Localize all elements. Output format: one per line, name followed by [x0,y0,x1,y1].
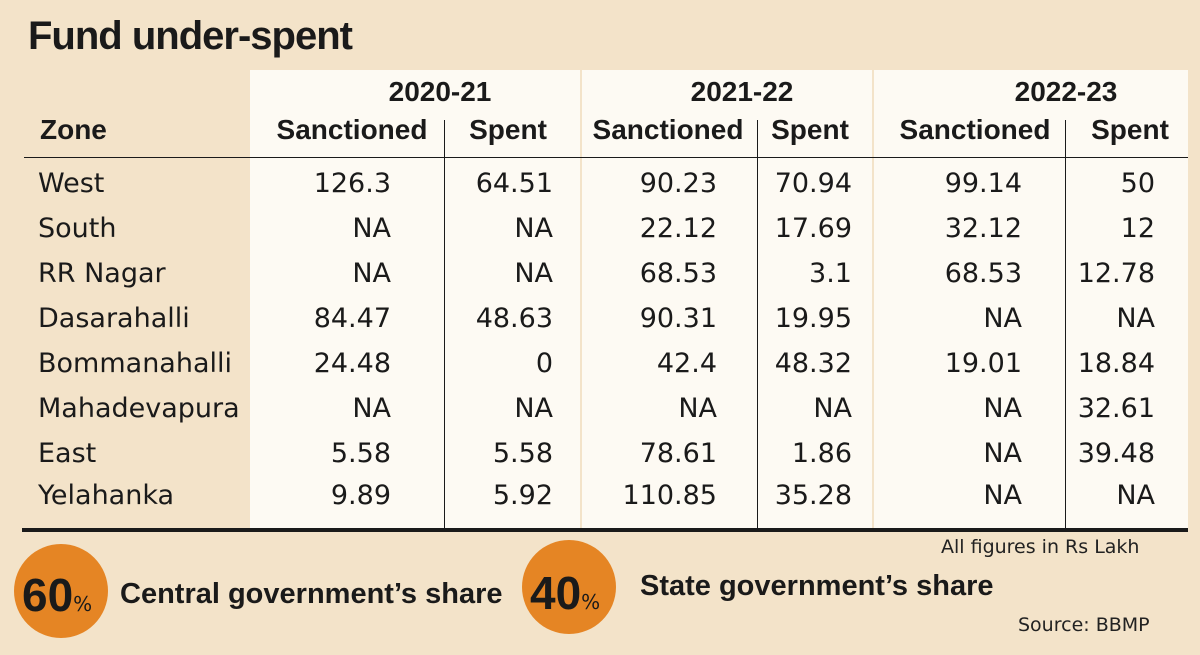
year-header: 2022-23 [1014,76,1118,107]
column-divider [444,120,445,530]
table-cell: 5.58 [330,438,391,469]
table-cell: 32.12 [944,213,1022,244]
year-header: 2020-21 [388,76,492,107]
share-circle [14,544,108,638]
share-number: 60 [22,569,74,621]
zone-label: East [38,438,97,469]
table-cell: NA [983,393,1022,424]
table-cell: NA [1116,303,1155,334]
table-cell: NA [352,258,391,289]
table-cell: 0 [535,348,553,379]
panel-2021-22 [582,70,872,530]
table-cell: 48.32 [774,348,852,379]
table-cell: 19.01 [944,348,1022,379]
table-cell: 17.69 [774,213,852,244]
table-cell: 42.4 [656,348,717,379]
table-cell: 18.84 [1077,348,1155,379]
table-cell: 24.48 [313,348,391,379]
chart-title: Fund under-spent [28,14,353,58]
table-cell: 70.94 [774,168,852,199]
zone-label: Bommanahalli [38,348,233,379]
spent-header: Spent [1091,114,1169,145]
header-rule [24,157,1188,158]
table-cell: 99.14 [944,168,1022,199]
table-cell: NA [352,393,391,424]
zone-label: Yelahanka [38,480,175,511]
table-cell: 50 [1120,168,1155,199]
table-cell: 78.61 [639,438,717,469]
bottom-rule [22,528,1188,532]
table-cell: 35.28 [774,480,852,511]
table-cell: 90.31 [639,303,717,334]
share-number: 40 [530,567,582,619]
sanctioned-header: Sanctioned [899,114,1051,145]
state-share-value: 40% [530,566,600,620]
table-cell: NA [678,393,717,424]
share-circle [522,540,616,634]
table-cell: 126.3 [313,168,391,199]
zone-label: West [38,168,105,199]
state-share-label: State government’s share [640,570,994,602]
table-cell: 39.48 [1077,438,1155,469]
table-cell: 3.1 [809,258,852,289]
table-cell: 9.89 [330,480,391,511]
table-cell: NA [1116,480,1155,511]
table-cell: 19.95 [774,303,852,334]
table-cell: 68.53 [944,258,1022,289]
table-cell: NA [514,213,553,244]
sanctioned-header: Sanctioned [592,114,744,145]
table-cell: 64.51 [475,168,553,199]
table-cell: NA [514,393,553,424]
table-cell: 90.23 [639,168,717,199]
table-cell: 5.58 [492,438,553,469]
table-cell: 12 [1120,213,1155,244]
table-cell: NA [983,438,1022,469]
central-share-label: Central government’s share [120,578,503,610]
source-note: Source: BBMP [1018,614,1150,636]
table-cell: 1.86 [791,438,852,469]
zone-label: RR Nagar [38,258,166,289]
percent-sign: % [581,590,601,614]
panel-2022-23 [874,70,1188,530]
panel-2020-21 [250,70,580,530]
zone-label: South [38,213,117,244]
column-divider [1065,120,1066,530]
spent-header: Spent [469,114,547,145]
year-header: 2021-22 [690,76,794,107]
column-divider [757,120,758,530]
unit-note: All figures in Rs Lakh [941,536,1140,558]
spent-header: Spent [771,114,849,145]
table-cell: NA [983,480,1022,511]
table-cell: NA [514,258,553,289]
table-cell: 68.53 [639,258,717,289]
table-cell: 110.85 [622,480,717,511]
zone-label: Dasarahalli [38,303,190,334]
table-cell: NA [352,213,391,244]
table-cell: 48.63 [475,303,553,334]
central-share-value: 60% [22,568,92,622]
table-cell: 5.92 [492,480,553,511]
table-cell: 84.47 [313,303,391,334]
table-cell: 12.78 [1077,258,1155,289]
sanctioned-header: Sanctioned [276,114,428,145]
zone-header: Zone [40,114,107,145]
table-cell: NA [813,393,852,424]
percent-sign: % [73,592,93,616]
zone-label: Mahadevapura [38,393,240,424]
table-cell: NA [983,303,1022,334]
table-cell: 22.12 [639,213,717,244]
table-cell: 32.61 [1077,393,1155,424]
